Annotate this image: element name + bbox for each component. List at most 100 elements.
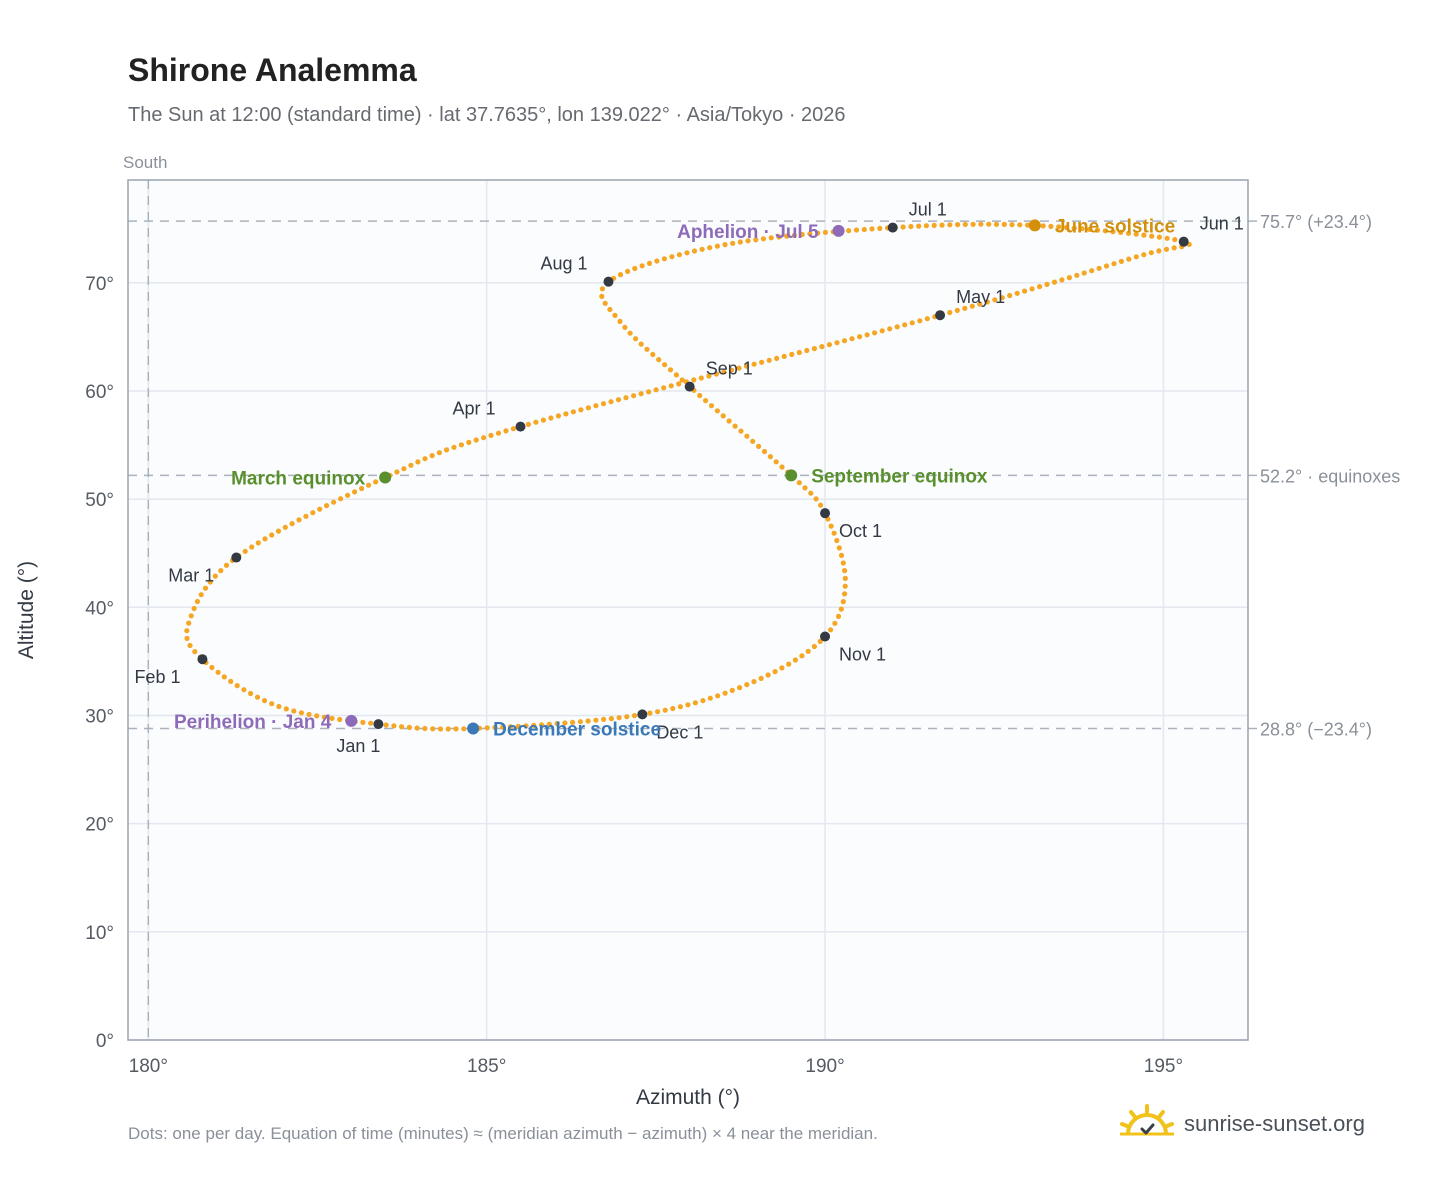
daily-sun-dot	[807, 231, 813, 237]
daily-sun-dot	[599, 286, 606, 292]
brand-logo[interactable]: sunrise-sunset.org	[1120, 1100, 1365, 1148]
daily-sun-dot	[894, 324, 900, 330]
daily-sun-dot	[828, 627, 834, 633]
daily-sun-dot	[849, 336, 855, 342]
daily-sun-dot	[249, 544, 255, 550]
daily-sun-dot	[1056, 224, 1062, 230]
daily-sun-dot	[954, 307, 960, 313]
daily-sun-dot	[908, 223, 914, 230]
month-label: Oct 1	[839, 521, 882, 541]
daily-sun-dot	[836, 545, 842, 551]
daily-sun-dot	[627, 330, 633, 336]
event-label: December solstice	[493, 719, 661, 740]
daily-sun-dot	[826, 342, 833, 348]
daily-sun-dot	[408, 462, 414, 468]
meridian-label: South	[123, 153, 167, 172]
event-label: Aphelion · Jul 5	[677, 222, 819, 243]
daily-sun-dot	[269, 701, 275, 707]
reference-line-label: 52.2° · equinoxes	[1260, 466, 1400, 486]
daily-sun-dot	[445, 726, 451, 732]
daily-sun-dot	[877, 225, 883, 231]
daily-sun-dot	[817, 638, 823, 645]
daily-sun-dot	[984, 299, 990, 305]
month-label: Jun 1	[1200, 214, 1244, 234]
daily-sun-dot	[655, 709, 661, 715]
event-marker	[379, 471, 392, 484]
daily-sun-dot	[799, 653, 805, 659]
daily-sun-dot	[601, 716, 607, 723]
month-marker	[373, 719, 384, 730]
daily-sun-dot	[303, 513, 309, 519]
daily-sun-dot	[1096, 265, 1102, 271]
daily-sun-dot	[931, 222, 937, 228]
daily-sun-dot	[360, 719, 366, 726]
daily-sun-dot	[1007, 292, 1013, 299]
daily-sun-dot	[729, 687, 735, 694]
month-label: Dec 1	[656, 722, 703, 742]
daily-sun-dot	[745, 238, 751, 244]
daily-sun-dot	[699, 246, 705, 252]
month-marker	[887, 222, 898, 233]
month-marker	[820, 508, 831, 519]
daily-sun-dot	[668, 383, 674, 389]
month-marker	[820, 631, 831, 642]
daily-sun-dot	[818, 502, 824, 508]
daily-sun-dot	[275, 528, 282, 534]
daily-sun-dot	[784, 233, 790, 239]
event-marker	[467, 722, 480, 735]
daily-sun-dot	[707, 245, 713, 251]
daily-sun-dot	[276, 703, 282, 710]
daily-sun-dot	[631, 393, 637, 399]
daily-sun-dot	[562, 720, 568, 726]
daily-sun-dot	[617, 272, 624, 278]
daily-sun-dot	[359, 485, 365, 492]
daily-sun-dot	[779, 665, 785, 671]
daily-sun-dot	[751, 361, 757, 367]
daily-sun-dot	[706, 373, 712, 379]
daily-sun-dot	[451, 444, 457, 450]
daily-sun-dot	[622, 324, 628, 330]
daily-sun-dot	[732, 423, 738, 429]
daily-sun-dot	[714, 243, 721, 249]
daily-sun-dot	[436, 450, 442, 456]
daily-sun-dot	[722, 242, 728, 248]
daily-sun-dot	[857, 334, 863, 340]
brand-name[interactable]: sunrise-sunset.org	[1184, 1111, 1365, 1136]
daily-sun-dot	[792, 657, 799, 663]
daily-sun-dot	[756, 443, 762, 449]
daily-sun-dot	[296, 517, 302, 523]
daily-sun-dot	[192, 649, 198, 655]
daily-sun-dot	[662, 707, 668, 713]
daily-sun-dot	[523, 723, 529, 729]
y-tick-label: 40°	[85, 598, 114, 619]
daily-sun-dot	[624, 714, 630, 720]
daily-sun-dot	[1156, 234, 1162, 240]
daily-sun-dot	[383, 722, 389, 728]
sun-logo-icon	[1120, 1104, 1174, 1136]
daily-sun-dot	[947, 222, 953, 228]
daily-sun-dot	[430, 726, 436, 732]
daily-sun-dot	[533, 419, 539, 425]
daily-sun-dot	[1009, 222, 1015, 228]
daily-sun-dot	[669, 254, 675, 260]
daily-sun-dot	[799, 231, 805, 238]
daily-sun-dot	[781, 353, 787, 359]
daily-sun-dot	[1163, 246, 1170, 252]
daily-sun-dot	[1022, 288, 1028, 294]
daily-sun-dot	[607, 306, 613, 313]
y-tick-label: 70°	[85, 274, 114, 295]
daily-sun-dot	[540, 417, 547, 423]
daily-sun-dot	[422, 725, 428, 732]
daily-sun-dot	[1149, 233, 1155, 239]
daily-sun-dot	[401, 466, 407, 472]
daily-sun-dot	[767, 454, 774, 460]
daily-sun-dot	[909, 320, 915, 326]
daily-sun-dot	[298, 710, 304, 716]
daily-sun-dot	[623, 395, 629, 401]
daily-sun-dot	[986, 221, 992, 227]
daily-sun-dot	[879, 328, 885, 334]
page-subtitle: The Sun at 12:00 (standard time) · lat 3…	[128, 104, 846, 126]
daily-sun-dot	[667, 367, 674, 373]
daily-sun-dot	[978, 221, 984, 227]
daily-sun-dot	[1156, 248, 1162, 254]
